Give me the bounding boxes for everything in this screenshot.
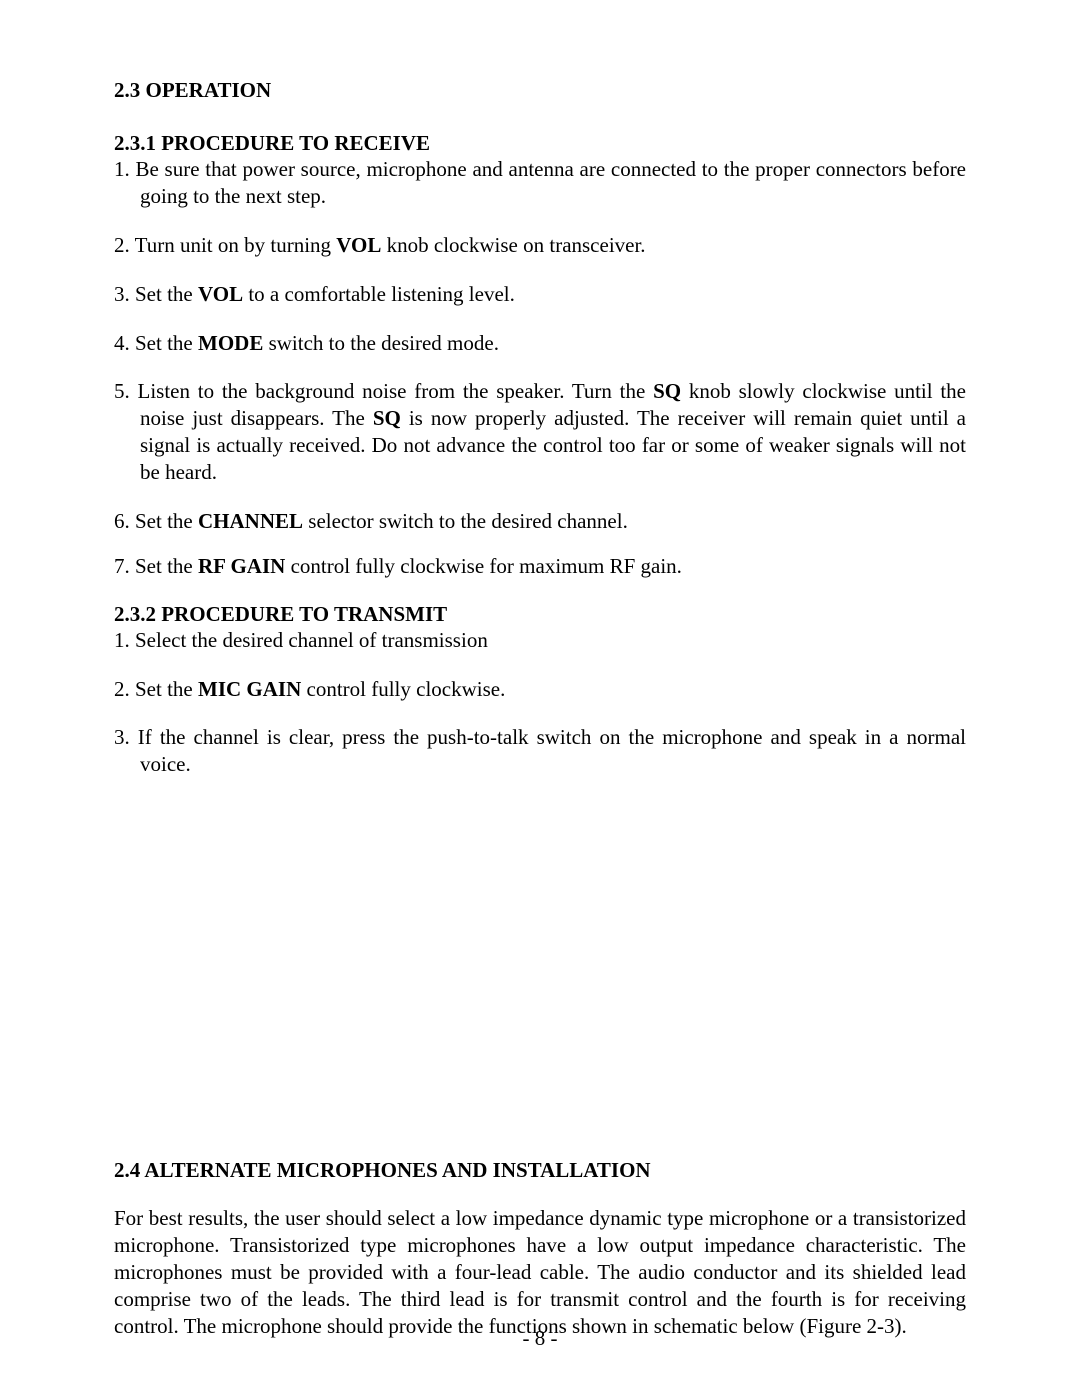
section-heading-2-4: 2.4 ALTERNATE MICROPHONES AND INSTALLATI… (114, 1158, 966, 1183)
bold-term: VOL (336, 233, 381, 257)
spacer (114, 210, 966, 232)
bold-term: RF GAIN (198, 554, 285, 578)
list-item: 1. Select the desired channel of transmi… (114, 627, 966, 654)
list-text: Turn unit on by turning (135, 233, 337, 257)
list-text: Listen to the background noise from the … (138, 379, 654, 403)
list-text: Be sure that power source, microphone an… (135, 157, 966, 208)
list-num: 3. (114, 725, 130, 749)
spacer (114, 1183, 966, 1205)
document-page: 2.3 OPERATION 2.3.1 PROCEDURE TO RECEIVE… (0, 0, 1080, 1340)
list-text: switch to the desired mode. (263, 331, 499, 355)
subsection-heading-2-3-1: 2.3.1 PROCEDURE TO RECEIVE (114, 131, 966, 156)
bold-term: MODE (198, 331, 263, 355)
list-text: to a comfortable listening level. (243, 282, 515, 306)
list-num: 5. (114, 379, 130, 403)
list-num: 7. (114, 554, 130, 578)
bold-term: SQ (373, 406, 401, 430)
list-item: 1. Be sure that power source, microphone… (114, 156, 966, 210)
bold-term: VOL (198, 282, 243, 306)
list-text: control fully clockwise for maximum RF g… (285, 554, 682, 578)
list-num: 1. (114, 157, 130, 181)
list-item: 4. Set the MODE switch to the desired mo… (114, 330, 966, 357)
list-num: 2. (114, 233, 130, 257)
list-text: selector switch to the desired channel. (303, 509, 628, 533)
spacer (114, 486, 966, 508)
list-item: 2. Set the MIC GAIN control fully clockw… (114, 676, 966, 703)
list-num: 1. (114, 628, 130, 652)
spacer (114, 259, 966, 281)
spacer (114, 308, 966, 330)
list-item: 2. Turn unit on by turning VOL knob cloc… (114, 232, 966, 259)
spacer (114, 535, 966, 553)
spacer (114, 702, 966, 724)
list-text: If the channel is clear, press the push-… (138, 725, 966, 776)
list-item: 5. Listen to the background noise from t… (114, 378, 966, 486)
spacer (114, 778, 966, 1158)
spacer (114, 654, 966, 676)
bold-term: MIC GAIN (198, 677, 301, 701)
list-text: Set the (135, 554, 198, 578)
list-num: 2. (114, 677, 130, 701)
list-text: Set the (135, 677, 198, 701)
list-text: Set the (135, 331, 198, 355)
list-text: knob clockwise on transceiver. (381, 233, 645, 257)
subsection-heading-2-3-2: 2.3.2 PROCEDURE TO TRANSMIT (114, 602, 966, 627)
page-number: - 8 - (0, 1326, 1080, 1351)
body-paragraph: For best results, the user should select… (114, 1205, 966, 1339)
spacer (114, 356, 966, 378)
list-num: 4. (114, 331, 130, 355)
spacer (114, 103, 966, 131)
bold-term: SQ (653, 379, 681, 403)
list-text: Set the (135, 282, 198, 306)
list-num: 6. (114, 509, 130, 533)
list-item: 3. If the channel is clear, press the pu… (114, 724, 966, 778)
list-item: 7. Set the RF GAIN control fully clockwi… (114, 553, 966, 580)
list-num: 3. (114, 282, 130, 306)
list-text: Select the desired channel of transmissi… (135, 628, 488, 652)
list-text: Set the (135, 509, 198, 533)
list-item: 3. Set the VOL to a comfortable listenin… (114, 281, 966, 308)
section-heading-2-3: 2.3 OPERATION (114, 78, 966, 103)
list-text: control fully clockwise. (301, 677, 505, 701)
list-item: 6. Set the CHANNEL selector switch to th… (114, 508, 966, 535)
bold-term: CHANNEL (198, 509, 303, 533)
spacer (114, 580, 966, 602)
